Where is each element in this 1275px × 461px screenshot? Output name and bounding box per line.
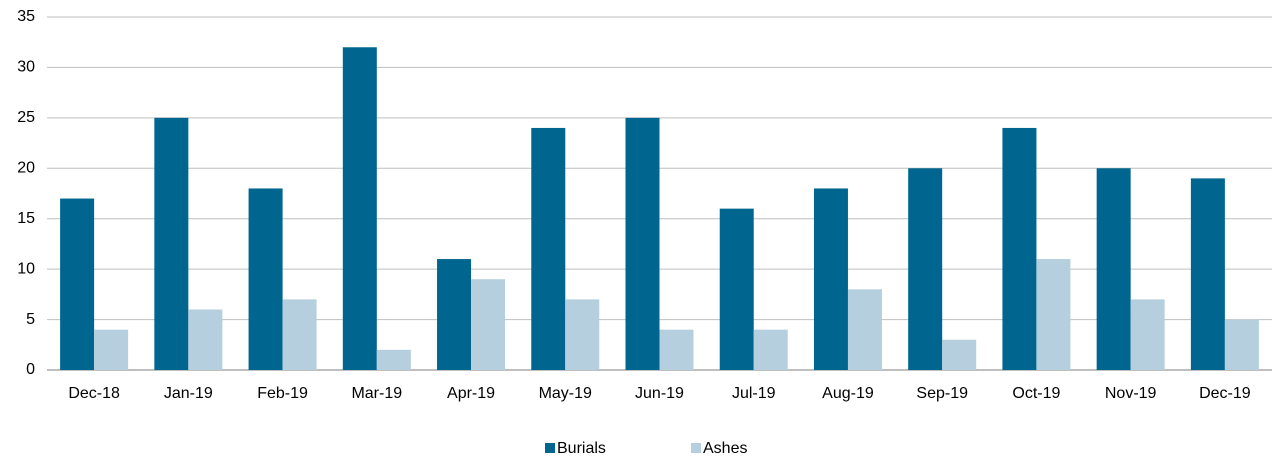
legend-label: Ashes	[703, 440, 747, 457]
legend-swatch	[545, 443, 555, 453]
x-tick-label: Jan-19	[164, 385, 213, 402]
y-tick-label: 0	[26, 361, 35, 378]
bar	[471, 279, 506, 370]
y-tick-label: 15	[17, 210, 35, 227]
bar	[753, 329, 788, 370]
legend-swatch	[691, 443, 701, 453]
x-tick-label: Apr-19	[447, 385, 495, 402]
bar	[94, 329, 129, 370]
x-tick-label: Dec-18	[68, 385, 120, 402]
x-tick-label: Dec-19	[1199, 385, 1251, 402]
bar	[1096, 168, 1131, 370]
bar	[1002, 127, 1037, 370]
bar	[625, 117, 660, 370]
bar	[60, 198, 95, 370]
bar	[659, 329, 694, 370]
y-tick-label: 25	[17, 109, 35, 126]
legend-label: Burials	[557, 440, 606, 457]
x-tick-label: Jul-19	[732, 385, 776, 402]
bar	[719, 208, 754, 370]
x-tick-label: Sep-19	[916, 385, 968, 402]
y-tick-label: 10	[17, 260, 35, 277]
bar	[282, 299, 317, 370]
x-tick-label: Jun-19	[635, 385, 684, 402]
y-tick-label: 20	[17, 160, 35, 177]
bar	[847, 289, 882, 370]
bar	[565, 299, 600, 370]
x-tick-label: Feb-19	[257, 385, 308, 402]
bar	[154, 117, 189, 370]
y-tick-label: 30	[17, 59, 35, 76]
bar	[942, 339, 977, 370]
bar	[342, 47, 377, 370]
x-tick-label: Nov-19	[1105, 385, 1157, 402]
bar	[188, 309, 223, 370]
bar	[1036, 259, 1071, 370]
bar	[1224, 319, 1259, 370]
bar	[1190, 178, 1225, 370]
x-tick-label: Aug-19	[822, 385, 874, 402]
x-tick-label: Oct-19	[1012, 385, 1060, 402]
bar	[908, 168, 943, 370]
bar	[376, 349, 411, 370]
bar	[437, 259, 472, 370]
bar	[531, 127, 566, 370]
x-tick-label: May-19	[539, 385, 592, 402]
bar	[813, 188, 848, 370]
bar	[248, 188, 283, 370]
bar	[1130, 299, 1165, 370]
y-tick-label: 5	[26, 311, 35, 328]
x-tick-label: Mar-19	[351, 385, 402, 402]
y-tick-label: 35	[17, 8, 35, 25]
